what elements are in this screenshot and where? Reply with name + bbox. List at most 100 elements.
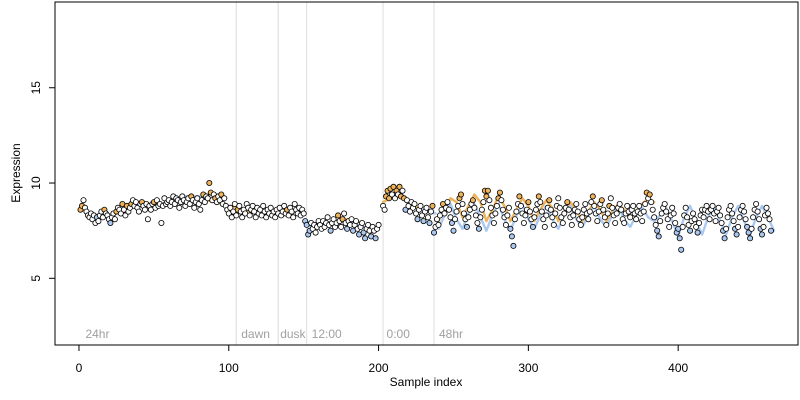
data-point (541, 223, 548, 230)
data-point (639, 218, 646, 225)
data-point (391, 195, 398, 202)
data-point (760, 223, 767, 230)
x-tick-label: 200 (369, 361, 389, 375)
data-point (493, 202, 500, 209)
data-point (739, 202, 746, 209)
data-point (239, 214, 246, 221)
data-point (418, 212, 425, 219)
data-point (561, 210, 568, 217)
data-point (445, 206, 452, 213)
data-point (417, 202, 424, 209)
data-point (559, 219, 566, 226)
data-point (759, 231, 766, 238)
data-point (594, 218, 601, 225)
data-point (435, 221, 442, 228)
data-point (135, 208, 142, 215)
data-point (700, 214, 707, 221)
data-point (111, 216, 118, 223)
data-point (570, 212, 577, 219)
data-point (406, 208, 413, 215)
data-point (703, 202, 710, 209)
data-point (505, 204, 512, 211)
data-point (444, 199, 451, 206)
data-point (450, 227, 457, 234)
data-point (388, 191, 395, 198)
data-point (627, 214, 634, 221)
data-point (522, 212, 529, 219)
data-point (477, 214, 484, 221)
data-point (227, 204, 234, 211)
data-point (612, 219, 619, 226)
data-point (676, 235, 683, 242)
data-point (520, 219, 527, 226)
data-point (427, 208, 434, 215)
data-point (176, 204, 183, 211)
data-point (574, 208, 581, 215)
data-point (141, 206, 148, 213)
data-point (598, 197, 605, 204)
phase-label: dawn (241, 327, 270, 341)
data-point (272, 214, 279, 221)
data-point (568, 221, 575, 228)
data-point (457, 191, 464, 198)
data-point (195, 200, 202, 207)
data-point (504, 212, 511, 219)
data-point (186, 200, 193, 207)
data-point (335, 212, 342, 219)
x-tick-label: 0 (76, 361, 83, 375)
y-tick-label: 15 (29, 81, 43, 95)
data-point (679, 223, 686, 230)
data-point (502, 221, 509, 228)
data-point (513, 208, 520, 215)
data-point (430, 229, 437, 236)
data-point (144, 216, 151, 223)
data-point (664, 216, 671, 223)
data-point (80, 197, 87, 204)
data-point (353, 218, 360, 225)
data-point (672, 219, 679, 226)
data-point (577, 221, 584, 228)
data-point (246, 212, 253, 219)
data-point (585, 216, 592, 223)
data-point (420, 218, 427, 225)
data-point (424, 214, 431, 221)
data-point (741, 208, 748, 215)
data-point (429, 202, 436, 209)
y-tick-label: 10 (29, 176, 43, 190)
data-point (721, 235, 728, 242)
phase-label: dusk (280, 327, 306, 341)
data-point (735, 223, 742, 230)
data-point (573, 200, 580, 207)
data-point (729, 210, 736, 217)
data-point (362, 235, 369, 242)
data-point (453, 208, 460, 215)
data-point (529, 223, 536, 230)
data-point (712, 218, 719, 225)
data-point (588, 199, 595, 206)
data-point (748, 225, 755, 232)
data-point (694, 229, 701, 236)
data-point (579, 214, 586, 221)
data-point (122, 212, 129, 219)
data-point (549, 214, 556, 221)
data-point (312, 229, 319, 236)
data-point (375, 221, 382, 228)
data-point (601, 214, 608, 221)
data-point (663, 208, 670, 215)
data-point (646, 191, 653, 198)
data-point (107, 219, 114, 226)
data-point (463, 223, 470, 230)
data-point (633, 216, 640, 223)
data-point (540, 216, 547, 223)
data-point (459, 200, 466, 207)
data-point (603, 221, 610, 228)
data-point (517, 202, 524, 209)
data-point (511, 216, 518, 223)
data-point (718, 219, 725, 226)
data-point (201, 199, 208, 206)
data-point (649, 206, 656, 213)
data-point (341, 210, 348, 217)
data-point (684, 214, 691, 221)
data-point (433, 216, 440, 223)
data-point (478, 206, 485, 213)
